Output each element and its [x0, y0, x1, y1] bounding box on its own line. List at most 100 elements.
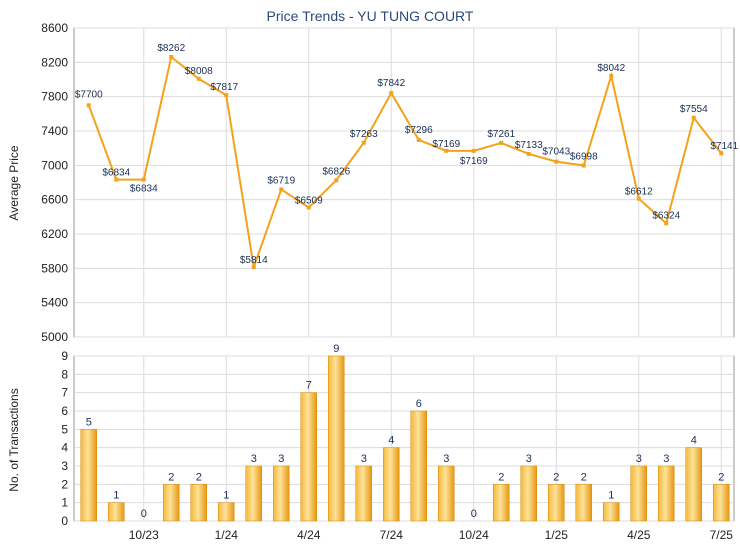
transactions-bar-label: 3 — [251, 453, 257, 465]
transactions-bar — [383, 447, 400, 522]
price-data-label: $7133 — [515, 140, 543, 151]
price-point — [306, 205, 311, 210]
transactions-bar-label: 0 — [471, 508, 477, 520]
price-y-ticks: 5000 5400 5800 6200 6600 7000 7400 7800 8200 8600 — [41, 21, 68, 344]
price-point — [609, 73, 614, 78]
price-data-label: $7700 — [75, 89, 103, 100]
transactions-bar — [245, 465, 262, 522]
price-y-axis-title: Average Price — [7, 145, 21, 220]
transactions-bar-label: 6 — [416, 398, 422, 410]
price-data-label: $7817 — [210, 82, 238, 93]
price-y-tick-label: 5400 — [41, 296, 68, 310]
price-data-label: $7043 — [542, 147, 570, 158]
price-y-tick-label: 8200 — [41, 55, 68, 69]
transactions-bar — [163, 484, 180, 522]
price-point — [169, 55, 174, 60]
price-data-label: $6998 — [570, 152, 598, 163]
price-point — [86, 103, 91, 108]
transactions-bars: 5 1 0 2 2 1 3 3 7 9 3 4 6 3 0 2 3 2 2 1 3 3 4 2 — [80, 343, 730, 522]
price-point — [251, 265, 256, 270]
transactions-bar — [273, 465, 290, 522]
chart-title: Price Trends - YU TUNG COURT — [267, 8, 474, 24]
transactions-y-tick-label: 2 — [61, 477, 68, 491]
price-data-label: $6324 — [652, 210, 680, 221]
price-y-tick-label: 7400 — [41, 124, 68, 138]
transactions-bar — [713, 484, 730, 522]
price-point — [719, 151, 724, 156]
transactions-bar-label: 3 — [361, 453, 367, 465]
price-series: $7700 $6834$6834 $8262 $8008 $7817 $5814 $6719… — [75, 43, 739, 270]
price-y-tick-label: 6600 — [41, 193, 68, 207]
transactions-y-tick-label: 9 — [61, 349, 68, 363]
x-tick-label: 1/24 — [215, 528, 239, 542]
transactions-bar — [658, 465, 675, 522]
transactions-bar — [108, 502, 125, 522]
price-data-label: $7296 — [405, 125, 433, 136]
transactions-y-tick-label: 7 — [61, 386, 68, 400]
transactions-bar-label: 5 — [86, 416, 92, 428]
x-tick-label: 4/25 — [627, 528, 651, 542]
transactions-bar-label: 1 — [113, 490, 119, 502]
transactions-y-tick-label: 1 — [61, 496, 68, 510]
price-data-label: $6834 — [102, 168, 130, 179]
price-point — [114, 177, 119, 182]
price-point — [499, 140, 504, 145]
x-tick-label: 4/24 — [297, 528, 321, 542]
price-data-label: $6834 — [130, 184, 158, 195]
transactions-bar — [355, 465, 372, 522]
x-tick-label: 7/25 — [710, 528, 734, 542]
transactions-bar-label: 2 — [718, 471, 724, 483]
price-data-label: $8008 — [185, 66, 213, 77]
price-point — [361, 140, 366, 145]
transactions-y-tick-label: 5 — [61, 422, 68, 436]
x-tick-label: 7/24 — [380, 528, 404, 542]
transactions-bar-label: 2 — [168, 471, 174, 483]
transactions-y-tick-label: 3 — [61, 459, 68, 473]
transactions-grid — [74, 355, 734, 522]
price-data-label: $6719 — [267, 175, 295, 186]
price-y-tick-label: 5000 — [41, 330, 68, 344]
price-y-tick-label: 8600 — [41, 21, 68, 35]
transactions-bar-label: 4 — [691, 435, 697, 447]
transactions-plot-area — [73, 355, 735, 522]
transactions-y-tick-label: 0 — [61, 514, 68, 528]
price-data-label: $8042 — [597, 63, 625, 74]
price-point — [691, 115, 696, 120]
transactions-bar — [630, 465, 647, 522]
price-point — [416, 137, 421, 142]
price-point — [636, 196, 641, 201]
price-point — [581, 163, 586, 168]
price-line — [87, 55, 723, 268]
price-y-tick-label: 7800 — [41, 90, 68, 104]
x-tick-label: 10/24 — [459, 528, 489, 542]
transactions-bar-label: 1 — [608, 490, 614, 502]
transactions-bar — [410, 410, 427, 522]
transactions-bar — [328, 355, 345, 522]
transactions-bar-label: 3 — [663, 453, 669, 465]
price-point — [526, 151, 531, 156]
transactions-y-tick-label: 8 — [61, 367, 68, 381]
price-y-tick-label: 5800 — [41, 261, 68, 275]
price-data-label: $7261 — [487, 129, 515, 140]
transactions-bar-label: 3 — [636, 453, 642, 465]
x-tick-label: 1/25 — [545, 528, 569, 542]
price-data-label: $7169 — [460, 156, 488, 167]
transactions-y-axis-title: No. of Transactions — [7, 388, 21, 491]
x-tick-label: 10/23 — [129, 528, 159, 542]
price-point — [554, 159, 559, 164]
transactions-bar-label: 3 — [278, 453, 284, 465]
transactions-bar — [520, 465, 537, 522]
price-y-tick-label: 7000 — [41, 158, 68, 172]
price-point — [196, 76, 201, 81]
price-data-label: $6826 — [322, 166, 350, 177]
price-point — [334, 178, 339, 183]
transactions-bar — [575, 484, 592, 522]
transactions-bar — [493, 484, 510, 522]
transactions-bar-label: 3 — [443, 453, 449, 465]
price-data-label: $6612 — [625, 187, 653, 198]
transactions-x-ticks: 10/23 1/24 4/24 7/24 10/24 1/25 4/25 7/25 — [129, 528, 734, 542]
price-data-label: $8262 — [157, 43, 185, 54]
transactions-y-ticks: 0 1 2 3 4 5 6 7 8 9 — [61, 349, 68, 528]
price-data-label: $7554 — [680, 104, 708, 115]
